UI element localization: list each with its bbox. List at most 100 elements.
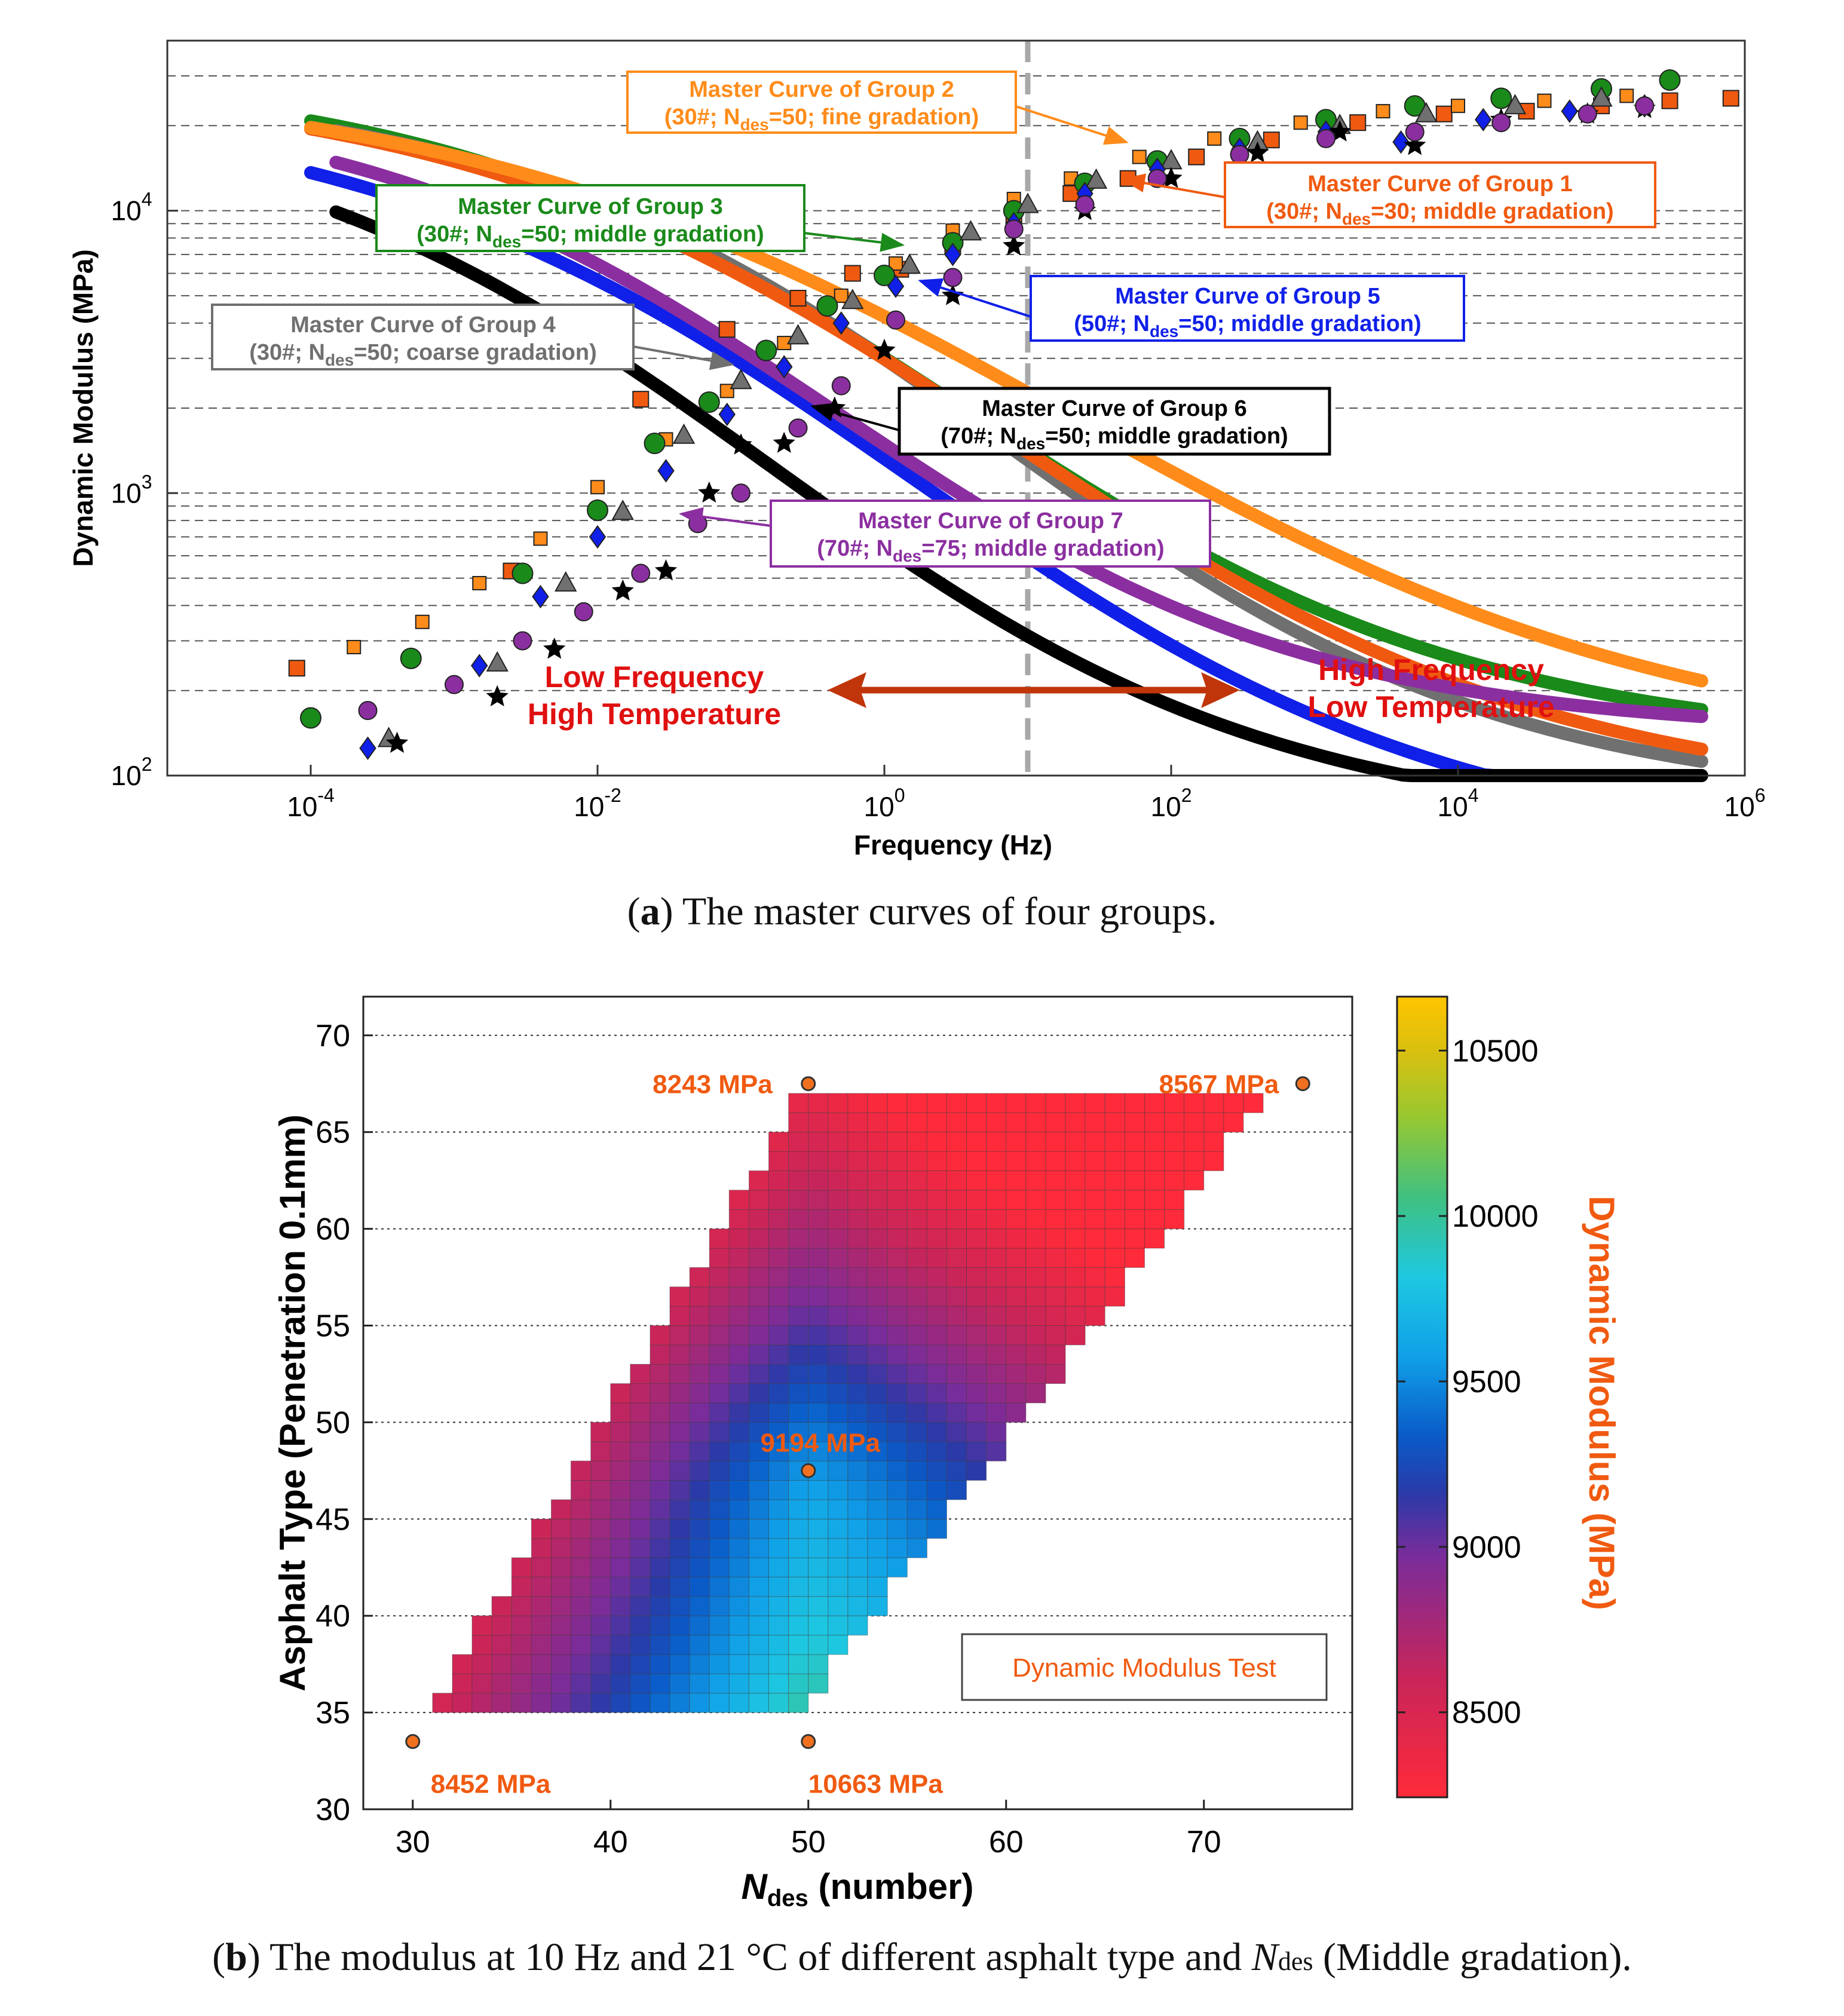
heatmap-cell — [887, 1267, 908, 1288]
heatmap-cell — [728, 1325, 749, 1346]
heatmap-cell — [1065, 1286, 1086, 1307]
heatmap-cell — [1006, 1364, 1027, 1384]
heatmap-cell — [511, 1654, 532, 1674]
heatmap-cell — [728, 1402, 749, 1423]
heatmap-cell — [610, 1654, 631, 1674]
heatmap-cell — [630, 1615, 651, 1636]
heatmap-cell — [887, 1421, 908, 1442]
heatmap-cell — [808, 1499, 829, 1519]
data-point-g2 — [1293, 115, 1308, 130]
heatmap-cell — [1025, 1170, 1046, 1191]
double-arrow — [828, 672, 1240, 708]
heatmap-cell — [1006, 1190, 1027, 1210]
heatmap-cell — [946, 1325, 967, 1346]
heatmap-cell — [571, 1693, 592, 1713]
heatmap-cell — [808, 1267, 829, 1288]
heatmap-cell — [630, 1635, 651, 1655]
heatmap-cell — [828, 1576, 849, 1597]
heatmap-cell — [788, 1170, 809, 1191]
heatmap-cell — [788, 1596, 809, 1616]
heatmap-cell — [689, 1693, 710, 1713]
caption-b-n: N — [1251, 1935, 1278, 1979]
heatmap-cell — [709, 1480, 730, 1500]
svg-text:Master Curve of Group 1: Master Curve of Group 1 — [1307, 171, 1572, 197]
heatmap-cell — [749, 1576, 770, 1597]
heatmap-cell — [571, 1654, 592, 1674]
x-axis-ticks-b: 30 40 50 60 70 — [396, 1800, 1221, 1859]
heatmap-cell — [1203, 1112, 1224, 1133]
heatmap-cell — [669, 1557, 690, 1577]
heatmap-cell — [571, 1557, 592, 1577]
heatmap-cell — [946, 1421, 967, 1442]
heatmap-cell — [966, 1364, 987, 1384]
heatmap-cell — [808, 1576, 829, 1597]
heatmap-cell — [926, 1151, 947, 1171]
heatmap-cell — [1006, 1228, 1027, 1249]
heatmap-cell — [1223, 1112, 1244, 1133]
heatmap-cell — [669, 1460, 690, 1481]
heatmap-cell — [689, 1596, 710, 1616]
heatmap-cell — [828, 1402, 849, 1423]
heatmap-cell — [828, 1480, 849, 1500]
heatmap-cell — [887, 1151, 908, 1171]
heatmap-cell — [491, 1596, 512, 1616]
callout-group-6: Master Curve of Group 6 (70#; Ndes=50; m… — [810, 387, 1331, 456]
heatmap-cell — [867, 1576, 888, 1597]
curve-callouts: Master Curve of Group 2 (30#; Ndes=50; f… — [211, 71, 1656, 568]
heatmap-cell — [946, 1383, 967, 1404]
heatmap-cell — [1065, 1132, 1086, 1152]
heatmap-cell — [1025, 1325, 1046, 1346]
heatmap-cell — [551, 1693, 572, 1713]
heatmap-cell — [728, 1441, 749, 1462]
heatmap-cell — [669, 1635, 690, 1655]
heatmap-cell — [887, 1460, 908, 1481]
heatmap-cell — [946, 1132, 967, 1152]
data-point-g3 — [1659, 69, 1681, 91]
heatmap-cell — [728, 1596, 749, 1616]
heatmap-cell — [906, 1267, 927, 1288]
data-point-g5 — [1392, 130, 1410, 154]
heatmap-cell — [867, 1112, 888, 1133]
heatmap-cell — [1025, 1383, 1046, 1404]
heatmap-cell — [1065, 1112, 1086, 1133]
heatmap-cell — [669, 1615, 690, 1636]
heatmap-cell — [847, 1093, 868, 1113]
heatmap-cell — [867, 1402, 888, 1423]
heatmap-cell — [650, 1596, 670, 1616]
heatmap-cell — [1045, 1248, 1066, 1268]
heatmap-cell — [966, 1383, 987, 1404]
heatmap-cell — [828, 1190, 849, 1210]
data-point-g7 — [358, 701, 378, 721]
heatmap-cell — [728, 1248, 749, 1268]
heatmap-cell — [847, 1132, 868, 1152]
heatmap-cell — [828, 1112, 849, 1133]
heatmap-cell — [946, 1402, 967, 1423]
heatmap-cell — [926, 1132, 947, 1152]
heatmap-cell — [590, 1460, 611, 1481]
heatmap-cell — [867, 1170, 888, 1191]
heatmap-cell — [946, 1112, 967, 1133]
heatmap-cell — [847, 1190, 868, 1210]
heatmap-cell — [590, 1557, 611, 1577]
heatmap-cell — [590, 1635, 611, 1655]
heatmap-cell — [709, 1499, 730, 1519]
heatmap-cell — [452, 1654, 473, 1674]
heatmap-cell — [828, 1306, 849, 1326]
heatmap-cell — [728, 1421, 749, 1442]
heatmap-cell — [768, 1132, 789, 1152]
heatmap-cell — [768, 1248, 789, 1268]
legend-text: Dynamic Modulus Test — [1012, 1653, 1276, 1683]
heatmap-cell — [1065, 1209, 1086, 1230]
heatmap-cell — [788, 1538, 809, 1558]
callout-group-3: Master Curve of Group 3 (30#; Ndes=50; m… — [375, 184, 905, 252]
measured-point — [801, 1734, 816, 1750]
heatmap-cell — [906, 1325, 927, 1346]
data-point-g7 — [943, 268, 963, 287]
heatmap-cell — [828, 1538, 849, 1558]
heatmap-cell — [728, 1557, 749, 1577]
heatmap-cell — [847, 1518, 868, 1539]
heatmap-cell — [926, 1209, 947, 1230]
heatmap-cell — [906, 1132, 927, 1152]
heatmap-cell — [709, 1538, 730, 1558]
heatmap-cell — [1025, 1344, 1046, 1365]
